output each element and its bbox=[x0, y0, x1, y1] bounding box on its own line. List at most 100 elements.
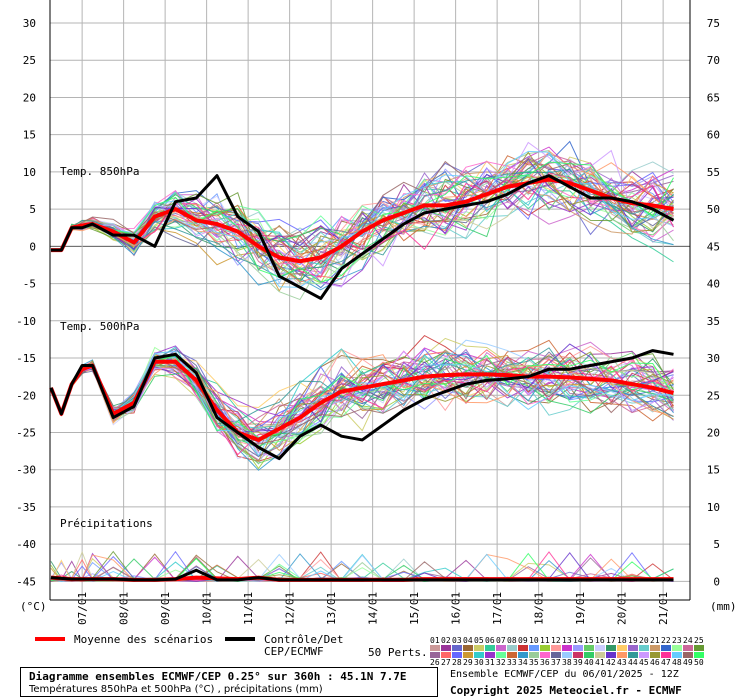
pert-color-swatch bbox=[485, 645, 495, 651]
y-tick-label-left: -45 bbox=[16, 575, 36, 588]
pert-color-swatch bbox=[661, 652, 671, 658]
pert-color-swatch bbox=[661, 645, 671, 651]
pert-color-swatch bbox=[672, 652, 682, 658]
y-tick-label-right: 0 bbox=[713, 575, 720, 588]
pert-number: 48 bbox=[672, 658, 682, 665]
x-tick-label: 09/01 bbox=[159, 592, 172, 625]
perturbation-line bbox=[50, 173, 674, 292]
pert-number: 27 bbox=[441, 658, 451, 665]
pert-number: 20 bbox=[639, 636, 649, 645]
pert-color-swatch bbox=[573, 645, 583, 651]
pert-number: 36 bbox=[540, 658, 550, 665]
pert-color-swatch bbox=[694, 652, 704, 658]
t850-panel-label: Temp. 850hPa bbox=[60, 165, 139, 178]
pert-number: 21 bbox=[650, 636, 660, 645]
legend-perts-label: 50 Perts. bbox=[368, 646, 428, 659]
pert-color-swatch bbox=[628, 645, 638, 651]
pert-number: 37 bbox=[551, 658, 561, 665]
pert-color-swatch bbox=[584, 645, 594, 651]
pert-number: 22 bbox=[661, 636, 671, 645]
x-tick-label: 19/01 bbox=[574, 592, 587, 625]
main-lines bbox=[49, 174, 675, 582]
pert-color-swatch bbox=[573, 652, 583, 658]
pert-number: 31 bbox=[485, 658, 495, 665]
y-tick-label-right: 70 bbox=[707, 54, 720, 67]
mean-t500-line bbox=[49, 359, 674, 442]
y-tick-label-right: 60 bbox=[707, 129, 720, 142]
pert-number: 03 bbox=[452, 636, 462, 645]
pert-number: 25 bbox=[694, 636, 704, 645]
perturbation-line bbox=[50, 356, 674, 441]
y-tick-label-right: 15 bbox=[707, 464, 720, 477]
pert-number: 17 bbox=[606, 636, 616, 645]
pert-color-swatch bbox=[496, 652, 506, 658]
pert-color-swatch bbox=[639, 645, 649, 651]
pert-color-swatch bbox=[551, 645, 561, 651]
y-tick-label-right: 20 bbox=[707, 426, 720, 439]
pert-color-swatch bbox=[430, 645, 440, 651]
pert-color-swatch bbox=[672, 645, 682, 651]
pert-color-swatch bbox=[441, 652, 451, 658]
pert-color-swatch bbox=[540, 645, 550, 651]
x-tick-label: 15/01 bbox=[408, 592, 421, 625]
pert-color-swatch bbox=[529, 645, 539, 651]
pert-number: 40 bbox=[584, 658, 594, 665]
pert-number: 01 bbox=[430, 636, 440, 645]
y-tick-label-right: 40 bbox=[707, 278, 720, 291]
y-tick-label-right: 30 bbox=[707, 352, 720, 365]
pert-number: 45 bbox=[639, 658, 649, 665]
pert-color-swatch bbox=[463, 652, 473, 658]
pert-color-swatch bbox=[595, 652, 605, 658]
pert-number: 07 bbox=[496, 636, 506, 645]
pert-number: 12 bbox=[551, 636, 561, 645]
pert-number: 24 bbox=[683, 636, 693, 645]
x-tick-label: 20/01 bbox=[616, 592, 629, 625]
pert-number: 10 bbox=[529, 636, 539, 645]
y-tick-label-right: 65 bbox=[707, 91, 720, 104]
y-tick-label-right: 35 bbox=[707, 315, 720, 328]
pert-color-swatch bbox=[562, 645, 572, 651]
pert-color-swatch bbox=[540, 652, 550, 658]
pert-number: 39 bbox=[573, 658, 583, 665]
perturbation-line bbox=[50, 355, 674, 443]
pert-number: 49 bbox=[683, 658, 693, 665]
x-tick-label: 07/01 bbox=[76, 592, 89, 625]
y-tick-label-right: 45 bbox=[707, 240, 720, 253]
perturbation-line bbox=[50, 150, 674, 279]
pert-number: 43 bbox=[617, 658, 627, 665]
pert-number: 04 bbox=[463, 636, 473, 645]
y-tick-label-left: 20 bbox=[23, 91, 36, 104]
pert-color-swatch bbox=[518, 645, 528, 651]
pert-number: 09 bbox=[518, 636, 528, 645]
pert-number: 29 bbox=[463, 658, 473, 665]
x-tick-label: 10/01 bbox=[201, 592, 214, 625]
pert-number: 44 bbox=[628, 658, 638, 665]
y-tick-label-right: 75 bbox=[707, 17, 720, 30]
y-tick-label-left: -25 bbox=[16, 426, 36, 439]
pert-number: 42 bbox=[606, 658, 616, 665]
pert-number: 32 bbox=[496, 658, 506, 665]
pert-number: 47 bbox=[661, 658, 671, 665]
y-tick-label-left: 10 bbox=[23, 166, 36, 179]
footer-info-box: Diagramme ensembles ECMWF/CEP 0.25° sur … bbox=[20, 667, 438, 697]
pert-color-swatch bbox=[474, 645, 484, 651]
pert-color-swatch bbox=[617, 645, 627, 651]
pert-number: 16 bbox=[595, 636, 605, 645]
footer-subtitle: Températures 850hPa et 500hPa (°C) , pré… bbox=[29, 684, 323, 695]
pert-number: 06 bbox=[485, 636, 495, 645]
legend-mean-label: Moyenne des scénarios bbox=[74, 633, 213, 646]
y-tick-label-right: 55 bbox=[707, 166, 720, 179]
perturbation-line bbox=[50, 141, 674, 288]
pert-number: 18 bbox=[617, 636, 627, 645]
y-tick-label-right: 50 bbox=[707, 203, 720, 216]
pert-number: 41 bbox=[595, 658, 605, 665]
pert-number: 28 bbox=[452, 658, 462, 665]
pert-number: 13 bbox=[562, 636, 572, 645]
y-tick-label-left: -10 bbox=[16, 315, 36, 328]
ensemble-info: Ensemble ECMWF/CEP du 06/01/2025 - 12Z bbox=[450, 669, 679, 680]
pert-color-swatch bbox=[518, 652, 528, 658]
x-tick-label: 21/01 bbox=[657, 592, 670, 625]
right-unit-label: (mm) bbox=[710, 600, 737, 613]
